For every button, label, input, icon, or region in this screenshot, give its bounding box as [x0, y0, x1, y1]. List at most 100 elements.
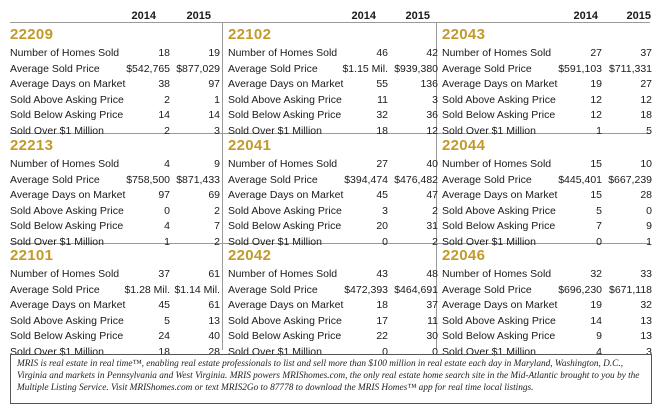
stat-value-2014: 19: [590, 299, 602, 311]
stat-value-2014: 15: [590, 189, 602, 201]
stat-value-2014: 4: [596, 345, 602, 358]
stat-value-2015: 13: [208, 314, 220, 327]
stat-row: Sold Below Asking Price 14 14: [10, 108, 220, 124]
stat-label: Sold Below Asking Price: [442, 220, 556, 232]
stat-row: Sold Over $1 Million 1 5: [442, 124, 652, 140]
stat-value-2014: $542,765: [126, 62, 170, 75]
stat-value-2015: 61: [208, 299, 220, 311]
stat-value-2015: 13: [640, 314, 652, 327]
stat-label: Sold Above Asking Price: [442, 204, 556, 217]
stat-label: Average Sold Price: [442, 283, 532, 296]
stat-value-2014: 15: [590, 158, 602, 170]
stat-label: Sold Below Asking Price: [442, 330, 556, 342]
stat-label: Average Days on Market: [442, 78, 558, 90]
stat-value-2014: $445,401: [558, 173, 602, 186]
stat-value-2014: 38: [158, 78, 170, 90]
year-2014-label: 2014: [573, 10, 598, 22]
stat-row: Average Days on Market 19 32: [442, 298, 652, 314]
year-2015-label: 2015: [626, 10, 651, 22]
stat-value-2015: 10: [640, 158, 652, 170]
stat-value-2015: 1: [646, 235, 652, 248]
row-divider-2: [10, 243, 650, 244]
stat-value-2015: 7: [214, 220, 220, 232]
stat-value-2015: 19: [208, 47, 220, 59]
stat-label: Sold Above Asking Price: [228, 204, 342, 217]
stat-value-2014: 45: [158, 299, 170, 311]
stat-label: Average Days on Market: [10, 189, 126, 201]
stat-label: Sold Over $1 Million: [228, 124, 322, 137]
row-divider-1: [10, 133, 650, 134]
stat-value-2015: 12: [426, 124, 438, 137]
stat-label: Sold Above Asking Price: [10, 204, 124, 217]
column-divider-2: [436, 22, 437, 350]
stat-row: Sold Above Asking Price 0 2: [10, 204, 220, 220]
stat-label: Average Days on Market: [228, 299, 344, 311]
stat-label: Average Sold Price: [228, 62, 318, 75]
zip-code-heading: 22044: [442, 137, 486, 154]
stat-row: Average Days on Market 45 47: [228, 188, 438, 204]
stat-value-2015: 0: [646, 204, 652, 217]
zip-block: 22102 Number of Homes Sold 46 42 Average Sol…: [228, 22, 438, 139]
zip-stats-grid: 22209 Number of Homes Sold 18 19 Average Sol…: [10, 22, 652, 358]
stat-label: Sold Below Asking Price: [228, 109, 342, 121]
stat-value-2015: $671,118: [608, 283, 652, 296]
stat-row: Average Days on Market 18 37: [228, 298, 438, 314]
stat-value-2014: 0: [382, 235, 388, 248]
stat-value-2015: 13: [640, 330, 652, 342]
stat-row: Average Sold Price $445,401 $667,239: [442, 173, 652, 189]
stat-value-2015: 36: [426, 109, 438, 121]
stat-label: Sold Over $1 Million: [442, 124, 536, 137]
stat-label: Average Sold Price: [10, 62, 100, 75]
stat-label: Number of Homes Sold: [442, 158, 552, 170]
stat-value-2015: $476,482: [394, 173, 438, 186]
stat-label: Number of Homes Sold: [228, 268, 338, 280]
stat-row: Number of Homes Sold 37 61: [10, 267, 220, 283]
zip-code-heading: 22041: [228, 137, 272, 154]
stat-value-2015: 37: [640, 47, 652, 59]
stat-row: Average Sold Price $1.15 Mil. $939,380: [228, 62, 438, 78]
stat-value-2015: 9: [646, 220, 652, 232]
stat-row: Number of Homes Sold 27 37: [442, 46, 652, 62]
stat-row: Average Sold Price $542,765 $877,029: [10, 62, 220, 78]
stat-row: Average Sold Price $394,474 $476,482: [228, 173, 438, 189]
stat-row: Sold Below Asking Price 24 40: [10, 329, 220, 345]
stat-label: Sold Above Asking Price: [10, 93, 124, 106]
stat-value-2015: 69: [208, 189, 220, 201]
year-2014-label: 2014: [351, 10, 376, 22]
stat-row: Sold Over $1 Million 1 2: [10, 235, 220, 251]
stat-label: Sold Below Asking Price: [10, 330, 124, 342]
zip-block: 22044 Number of Homes Sold 15 10 Average Sol…: [442, 133, 652, 250]
stat-label: Number of Homes Sold: [228, 158, 338, 170]
stat-value-2015: 0: [432, 345, 438, 358]
stat-row: Sold Below Asking Price 32 36: [228, 108, 438, 124]
stat-value-2015: $939,380: [394, 62, 438, 75]
stat-label: Average Sold Price: [10, 283, 100, 296]
stat-value-2015: 9: [214, 158, 220, 170]
stat-label: Average Sold Price: [442, 173, 532, 186]
stat-label: Number of Homes Sold: [10, 268, 120, 280]
stat-value-2014: 27: [376, 158, 388, 170]
zip-code-heading: 22209: [10, 26, 54, 43]
stat-value-2015: $711,331: [608, 62, 652, 75]
stat-label: Average Sold Price: [10, 173, 100, 186]
stat-value-2015: $667,239: [608, 173, 652, 186]
zip-code-heading: 22046: [442, 247, 486, 264]
stat-value-2015: 37: [426, 299, 438, 311]
stat-value-2014: 5: [596, 204, 602, 217]
stat-value-2014: 0: [596, 235, 602, 248]
zip-code-heading: 22101: [10, 247, 54, 264]
stat-value-2015: 48: [426, 268, 438, 280]
stat-label: Sold Above Asking Price: [442, 93, 556, 106]
stat-row: Average Days on Market 19 27: [442, 77, 652, 93]
stat-label: Sold Below Asking Price: [10, 220, 124, 232]
stat-label: Number of Homes Sold: [442, 47, 552, 59]
year-2015-label: 2015: [186, 10, 211, 22]
stat-value-2014: 5: [164, 314, 170, 327]
stat-value-2015: 40: [426, 158, 438, 170]
stat-value-2014: $1.15 Mil.: [342, 62, 388, 75]
stat-value-2014: 11: [377, 93, 388, 106]
stat-value-2015: $464,691: [394, 283, 438, 296]
stat-row: Average Days on Market 97 69: [10, 188, 220, 204]
stat-label: Sold Below Asking Price: [228, 220, 342, 232]
stat-value-2014: 22: [376, 330, 388, 342]
